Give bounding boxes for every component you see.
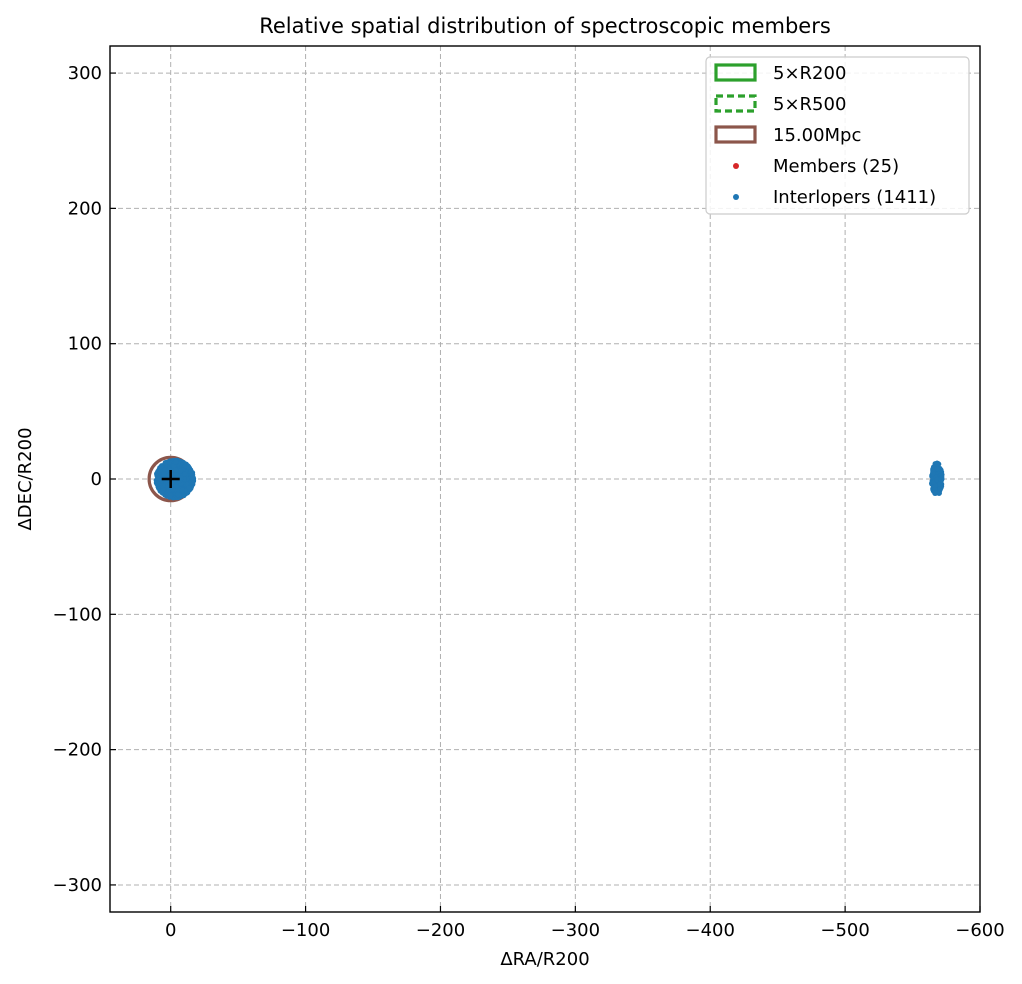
interloper-point xyxy=(182,471,188,477)
y-tick-label: −200 xyxy=(53,740,102,761)
x-tick-label: −600 xyxy=(955,920,1004,941)
interloper-point xyxy=(179,487,186,493)
y-axis-ticks: 300 200 100 0 −100 −200 −300 xyxy=(53,63,116,896)
interloper-point xyxy=(166,459,172,466)
legend-marker xyxy=(733,194,739,200)
chart-title: Relative spatial distribution of spectro… xyxy=(259,14,831,38)
x-tick-label: −400 xyxy=(686,920,735,941)
interloper-point xyxy=(930,470,936,477)
y-tick-label: 200 xyxy=(68,198,102,219)
legend-swatch xyxy=(714,125,757,144)
y-tick-label: 100 xyxy=(68,334,102,355)
interloper-point xyxy=(188,468,194,475)
interloper-point xyxy=(170,486,176,492)
interloper-point xyxy=(932,490,939,496)
interloper-point xyxy=(165,482,171,488)
legend-marker xyxy=(733,163,739,169)
interloper-point xyxy=(186,464,192,470)
interloper-point xyxy=(167,493,174,499)
interloper-point xyxy=(186,485,192,491)
interloper-point xyxy=(158,464,165,470)
x-axis-label: ΔRA/R200 xyxy=(500,949,589,970)
interloper-point xyxy=(173,467,179,473)
interloper-point xyxy=(174,491,181,498)
x-tick-label: −500 xyxy=(820,920,869,941)
y-tick-label: 0 xyxy=(91,469,102,490)
interloper-point xyxy=(162,460,168,466)
interloper-point xyxy=(934,465,940,472)
x-tick-label: −300 xyxy=(551,920,600,941)
interloper-point xyxy=(161,471,167,477)
legend-items: 5×R200 5×R500 15.00Mpc Members (25) Interlop… xyxy=(714,63,936,208)
center-marker xyxy=(161,470,180,488)
x-axis-ticks: 0 −100 −200 −300 −400 −500 −600 xyxy=(165,906,1005,941)
legend-swatch xyxy=(714,63,757,82)
interloper-point xyxy=(159,490,165,496)
y-tick-label: −100 xyxy=(53,604,102,625)
x-tick-label: −200 xyxy=(416,920,465,941)
legend-box xyxy=(705,56,970,215)
x-tick-label: 0 xyxy=(165,920,176,941)
plot-area xyxy=(147,455,945,503)
legend-label: 15.00Mpc xyxy=(773,125,861,146)
interloper-point xyxy=(177,468,184,474)
legend-label: 5×R500 xyxy=(773,94,846,115)
data-points xyxy=(153,457,945,501)
y-tick-label: 300 xyxy=(68,63,102,84)
interloper-point xyxy=(178,475,184,481)
x-tick-label: −100 xyxy=(281,920,330,941)
interloper-point xyxy=(934,476,940,483)
interloper-point xyxy=(190,475,196,481)
interloper-point xyxy=(937,481,943,487)
legend-label: Members (25) xyxy=(773,156,899,177)
interloper-point xyxy=(155,481,161,487)
legend-swatch xyxy=(714,94,757,113)
legend: 5×R200 5×R500 15.00Mpc Members (25) Interlop… xyxy=(705,56,970,215)
interloper-point xyxy=(937,486,943,492)
legend-label: Interlopers (1411) xyxy=(773,187,936,208)
y-tick-label: −300 xyxy=(53,875,102,896)
y-axis-label: ΔDEC/R200 xyxy=(15,427,36,530)
interloper-point xyxy=(939,474,945,480)
legend-label: 5×R200 xyxy=(773,63,846,84)
interloper-point xyxy=(172,459,179,465)
grid xyxy=(110,46,981,912)
